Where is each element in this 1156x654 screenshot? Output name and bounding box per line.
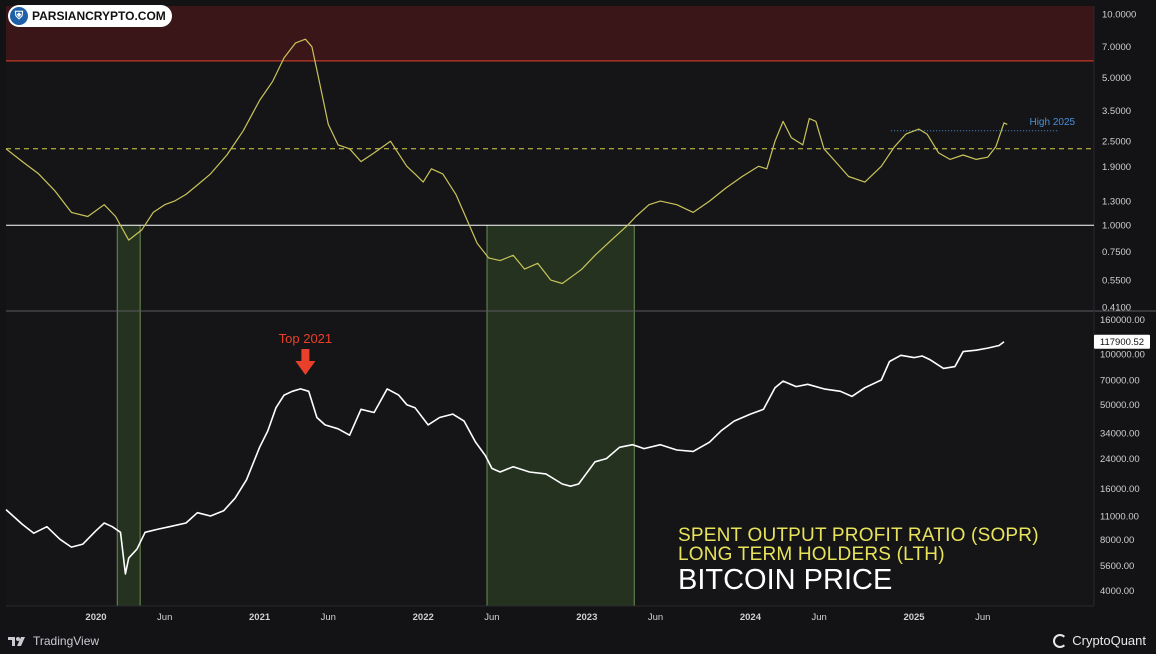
cryptoquant-label: CryptoQuant xyxy=(1072,633,1146,648)
chart-legend: SPENT OUTPUT PROFIT RATIO (SOPR) LONG TE… xyxy=(678,526,1039,595)
high-2025-label: High 2025 xyxy=(1029,117,1075,128)
time-axis-tick: Jun xyxy=(811,612,826,623)
time-axis-tick: Jun xyxy=(484,612,499,623)
sopr-axis-tick: 1.0000 xyxy=(1102,221,1131,232)
cryptoquant-attribution[interactable]: CryptoQuant xyxy=(1053,633,1146,648)
sopr-axis-tick: 2.5000 xyxy=(1102,137,1131,148)
time-axis-tick: 2020 xyxy=(85,612,106,623)
price-axis-tick: 5600.00 xyxy=(1100,561,1134,572)
green-zone-1 xyxy=(117,225,141,606)
sopr-axis-tick: 1.9000 xyxy=(1102,162,1131,173)
sopr-axis-tick: 1.3000 xyxy=(1102,197,1131,208)
top-2021-arrow-icon xyxy=(295,349,316,375)
logo-icon: ⛨ xyxy=(10,7,28,25)
sopr-axis-tick: 0.4100 xyxy=(1102,303,1131,314)
time-axis-tick: 2022 xyxy=(413,612,434,623)
price-axis-tick: 8000.00 xyxy=(1100,535,1134,546)
cryptoquant-icon xyxy=(1053,633,1068,648)
price-axis-tick: 50000.00 xyxy=(1100,400,1140,411)
price-axis-tick: 70000.00 xyxy=(1100,375,1140,386)
time-axis-tick: Jun xyxy=(648,612,663,623)
price-axis-tick: 24000.00 xyxy=(1100,454,1140,465)
sopr-series-line xyxy=(5,38,1008,285)
legend-line-lth: LONG TERM HOLDERS (LTH) xyxy=(678,544,945,565)
tradingview-icon xyxy=(8,637,25,646)
tradingview-label: TradingView xyxy=(33,634,100,648)
sopr-axis-tick: 0.7500 xyxy=(1102,247,1131,258)
sopr-axis-tick: 7.0000 xyxy=(1102,42,1131,53)
green-zone-2 xyxy=(487,225,635,606)
time-axis-tick: 2021 xyxy=(249,612,271,623)
price-axis-tick: 4000.00 xyxy=(1100,586,1134,597)
legend-line-price: BITCOIN PRICE xyxy=(678,564,893,596)
price-series-line xyxy=(5,341,1005,575)
time-axis-tick: Jun xyxy=(157,612,172,623)
time-axis-tick: 2025 xyxy=(903,612,925,623)
price-axis-tick: 34000.00 xyxy=(1100,429,1140,440)
time-axis-tick: Jun xyxy=(321,612,336,623)
time-axis-tick: 2023 xyxy=(576,612,597,623)
time-axis-tick: 2024 xyxy=(740,612,762,623)
logo-text: PARSIANCRYPTO.COM xyxy=(32,9,166,23)
watermark-logo: ⛨ PARSIANCRYPTO.COM xyxy=(8,5,172,27)
tradingview-attribution[interactable]: TradingView xyxy=(8,634,99,648)
price-axis-tick: 160000.00 xyxy=(1100,315,1145,326)
sopr-axis-tick: 0.5500 xyxy=(1102,276,1131,287)
sopr-axis-tick: 10.0000 xyxy=(1102,10,1136,21)
red-zone xyxy=(6,6,1094,61)
price-axis-tick: 16000.00 xyxy=(1100,484,1140,495)
price-axis-tick: 100000.00 xyxy=(1100,349,1145,360)
last-price-value: 117900.52 xyxy=(1100,337,1144,348)
legend-line-sopr: SPENT OUTPUT PROFIT RATIO (SOPR) xyxy=(678,525,1039,546)
top-2021-label: Top 2021 xyxy=(279,331,333,346)
sopr-axis-tick: 3.5000 xyxy=(1102,106,1131,117)
sopr-axis-tick: 5.0000 xyxy=(1102,73,1131,84)
last-price-tag xyxy=(1094,334,1150,349)
price-axis-tick: 11000.00 xyxy=(1100,511,1139,522)
time-axis-tick: Jun xyxy=(975,612,990,623)
